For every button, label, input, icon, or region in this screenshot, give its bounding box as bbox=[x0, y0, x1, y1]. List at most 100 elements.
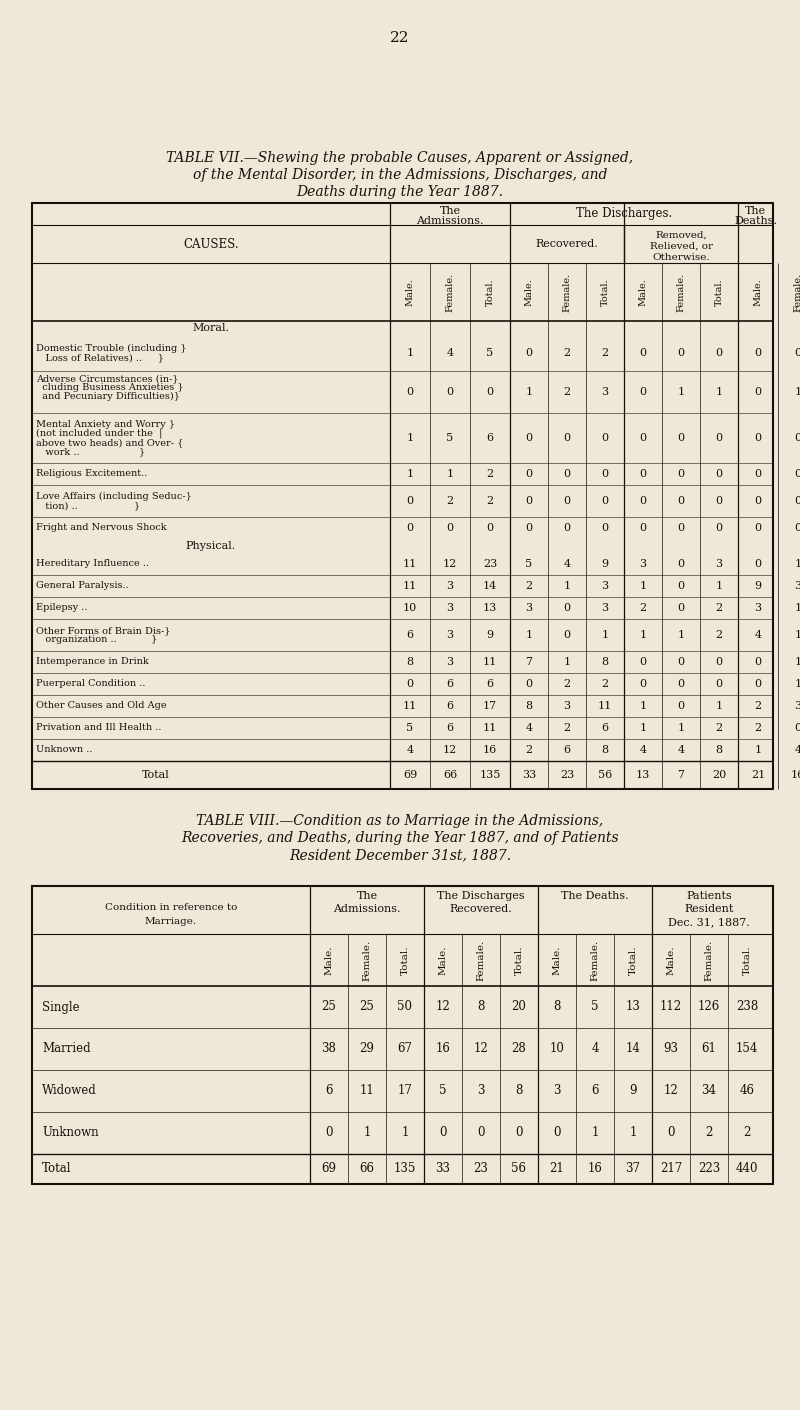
Text: Adverse Circumstances (in-}: Adverse Circumstances (in-} bbox=[36, 374, 178, 384]
Text: 0: 0 bbox=[563, 433, 570, 443]
Text: 0: 0 bbox=[678, 701, 685, 711]
Text: 1: 1 bbox=[794, 680, 800, 689]
Text: 0: 0 bbox=[639, 680, 646, 689]
Text: 0: 0 bbox=[667, 1127, 674, 1139]
Text: Deaths.: Deaths. bbox=[734, 216, 777, 226]
Text: 0: 0 bbox=[678, 603, 685, 613]
Text: 29: 29 bbox=[359, 1042, 374, 1056]
Text: 135: 135 bbox=[479, 770, 501, 780]
Text: 6: 6 bbox=[486, 433, 494, 443]
Text: 0: 0 bbox=[602, 470, 609, 479]
Text: 126: 126 bbox=[698, 1001, 720, 1014]
Text: 6: 6 bbox=[406, 630, 414, 640]
Text: 9: 9 bbox=[486, 630, 494, 640]
Bar bbox=[32, 885, 773, 1184]
Text: 6: 6 bbox=[446, 723, 454, 733]
Text: 4: 4 bbox=[563, 558, 570, 570]
Text: 0: 0 bbox=[526, 523, 533, 533]
Text: 0: 0 bbox=[326, 1127, 333, 1139]
Text: organization ..           }: organization .. } bbox=[36, 634, 158, 644]
Text: 3: 3 bbox=[554, 1084, 561, 1097]
Text: 8: 8 bbox=[602, 744, 609, 754]
Text: 217: 217 bbox=[660, 1162, 682, 1175]
Text: 11: 11 bbox=[483, 657, 497, 667]
Text: General Paralysis..: General Paralysis.. bbox=[36, 581, 129, 591]
Text: 0: 0 bbox=[563, 630, 570, 640]
Text: 10: 10 bbox=[550, 1042, 565, 1056]
Text: 0: 0 bbox=[678, 433, 685, 443]
Text: 6: 6 bbox=[563, 744, 570, 754]
Text: 1: 1 bbox=[363, 1127, 370, 1139]
Text: 33: 33 bbox=[435, 1162, 450, 1175]
Text: 0: 0 bbox=[754, 496, 762, 506]
Text: TABLE VII.—Shewing the probable Causes, Apparent or Assigned,: TABLE VII.—Shewing the probable Causes, … bbox=[166, 151, 634, 165]
Text: 8: 8 bbox=[602, 657, 609, 667]
Text: 0: 0 bbox=[406, 523, 414, 533]
Text: 1: 1 bbox=[754, 744, 762, 754]
Text: 0: 0 bbox=[639, 496, 646, 506]
Text: 0: 0 bbox=[715, 433, 722, 443]
Text: 0: 0 bbox=[639, 386, 646, 398]
Text: Female.: Female. bbox=[590, 939, 599, 980]
Text: 1: 1 bbox=[406, 433, 414, 443]
Text: Total.: Total. bbox=[401, 945, 410, 974]
Text: 25: 25 bbox=[322, 1001, 337, 1014]
Text: 0: 0 bbox=[754, 470, 762, 479]
Text: 3: 3 bbox=[563, 701, 570, 711]
Text: 0: 0 bbox=[715, 657, 722, 667]
Text: 5: 5 bbox=[526, 558, 533, 570]
Text: of the Mental Disorder, in the Admissions, Discharges, and: of the Mental Disorder, in the Admission… bbox=[193, 168, 607, 182]
Text: 0: 0 bbox=[602, 496, 609, 506]
Text: 1: 1 bbox=[639, 701, 646, 711]
Text: 0: 0 bbox=[602, 523, 609, 533]
Text: Male.: Male. bbox=[438, 945, 447, 974]
Text: 0: 0 bbox=[639, 657, 646, 667]
Text: work ..                   }: work .. } bbox=[36, 447, 146, 455]
Text: Male.: Male. bbox=[406, 278, 414, 306]
Text: 3: 3 bbox=[478, 1084, 485, 1097]
Text: 0: 0 bbox=[526, 470, 533, 479]
Text: 61: 61 bbox=[702, 1042, 717, 1056]
Text: 1: 1 bbox=[526, 386, 533, 398]
Text: 0: 0 bbox=[678, 581, 685, 591]
Text: 1: 1 bbox=[639, 630, 646, 640]
Text: 0: 0 bbox=[754, 558, 762, 570]
Text: 12: 12 bbox=[664, 1084, 678, 1097]
Text: 1: 1 bbox=[794, 630, 800, 640]
Text: The Discharges.: The Discharges. bbox=[576, 207, 672, 220]
Text: Unknown ..: Unknown .. bbox=[36, 746, 93, 754]
Text: 1: 1 bbox=[794, 386, 800, 398]
Text: Male.: Male. bbox=[325, 945, 334, 974]
Text: 0: 0 bbox=[715, 470, 722, 479]
Text: Deaths during the Year 1887.: Deaths during the Year 1887. bbox=[297, 185, 503, 199]
Text: 1: 1 bbox=[406, 470, 414, 479]
Text: 23: 23 bbox=[474, 1162, 489, 1175]
Text: Resident December 31st, 1887.: Resident December 31st, 1887. bbox=[289, 847, 511, 862]
Text: 8: 8 bbox=[478, 1001, 485, 1014]
Text: 1: 1 bbox=[563, 581, 570, 591]
Text: 0: 0 bbox=[563, 470, 570, 479]
Text: 0: 0 bbox=[554, 1127, 561, 1139]
Text: 0: 0 bbox=[678, 470, 685, 479]
Text: 1: 1 bbox=[678, 630, 685, 640]
Text: 0: 0 bbox=[486, 386, 494, 398]
Text: 3: 3 bbox=[602, 581, 609, 591]
Text: 8: 8 bbox=[515, 1084, 522, 1097]
Text: 11: 11 bbox=[483, 723, 497, 733]
Text: Resident: Resident bbox=[684, 904, 734, 914]
Text: 3: 3 bbox=[446, 657, 454, 667]
Text: 22: 22 bbox=[390, 31, 410, 45]
Text: 12: 12 bbox=[436, 1001, 450, 1014]
Text: Total.: Total. bbox=[514, 945, 523, 974]
Text: 9: 9 bbox=[602, 558, 609, 570]
Text: 13: 13 bbox=[483, 603, 497, 613]
Text: 0: 0 bbox=[639, 470, 646, 479]
Text: 1: 1 bbox=[678, 386, 685, 398]
Text: CAUSES.: CAUSES. bbox=[183, 237, 239, 251]
Text: 1: 1 bbox=[794, 603, 800, 613]
Text: 1: 1 bbox=[715, 701, 722, 711]
Text: 9: 9 bbox=[754, 581, 762, 591]
Text: 38: 38 bbox=[322, 1042, 337, 1056]
Text: 69: 69 bbox=[403, 770, 417, 780]
Text: 0: 0 bbox=[678, 558, 685, 570]
